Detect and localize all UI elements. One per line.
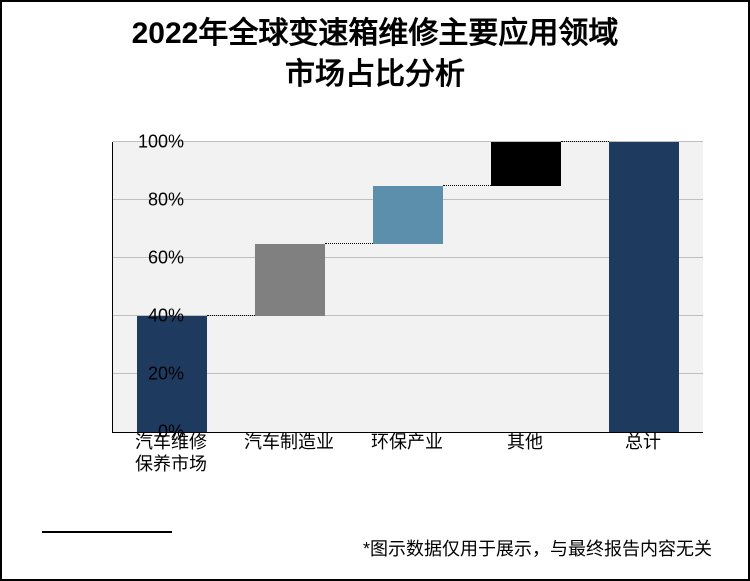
page-container: 2022年全球变速箱维修主要应用领域 市场占比分析 0%20%40%60%80%… (0, 0, 750, 581)
plot-wrap: 0%20%40%60%80%100% 汽车维修保养市场汽车制造业环保产业其他总计 (42, 132, 712, 492)
title-line-2: 市场占比分析 (2, 55, 748, 96)
footer-underline (42, 531, 172, 533)
title-line-1: 2022年全球变速箱维修主要应用领域 (2, 14, 748, 55)
x-tick-label: 环保产业 (348, 432, 466, 454)
y-tick-label: 80% (124, 190, 184, 211)
bar-2 (373, 186, 444, 244)
y-tick-label: 20% (124, 364, 184, 385)
y-tick-label: 60% (124, 248, 184, 269)
chart-title: 2022年全球变速箱维修主要应用领域 市场占比分析 (2, 2, 748, 95)
bar-1 (255, 244, 326, 317)
y-tick-label: 100% (124, 132, 184, 153)
connector (325, 243, 372, 244)
x-tick-label: 总计 (584, 432, 702, 454)
connector (561, 141, 608, 142)
bar-3 (491, 142, 562, 186)
x-tick-label: 汽车制造业 (230, 432, 348, 454)
connector (443, 185, 490, 186)
footer: *图示数据仅用于展示，与最终报告内容无关 (42, 531, 712, 561)
bar-4 (609, 142, 680, 432)
connector (207, 315, 254, 316)
y-tick-label: 40% (124, 306, 184, 327)
x-tick-label: 汽车维修保养市场 (112, 432, 230, 475)
footnote: *图示数据仅用于展示，与最终报告内容无关 (42, 535, 712, 561)
plot-area (112, 142, 703, 433)
x-tick-label: 其他 (466, 432, 584, 454)
